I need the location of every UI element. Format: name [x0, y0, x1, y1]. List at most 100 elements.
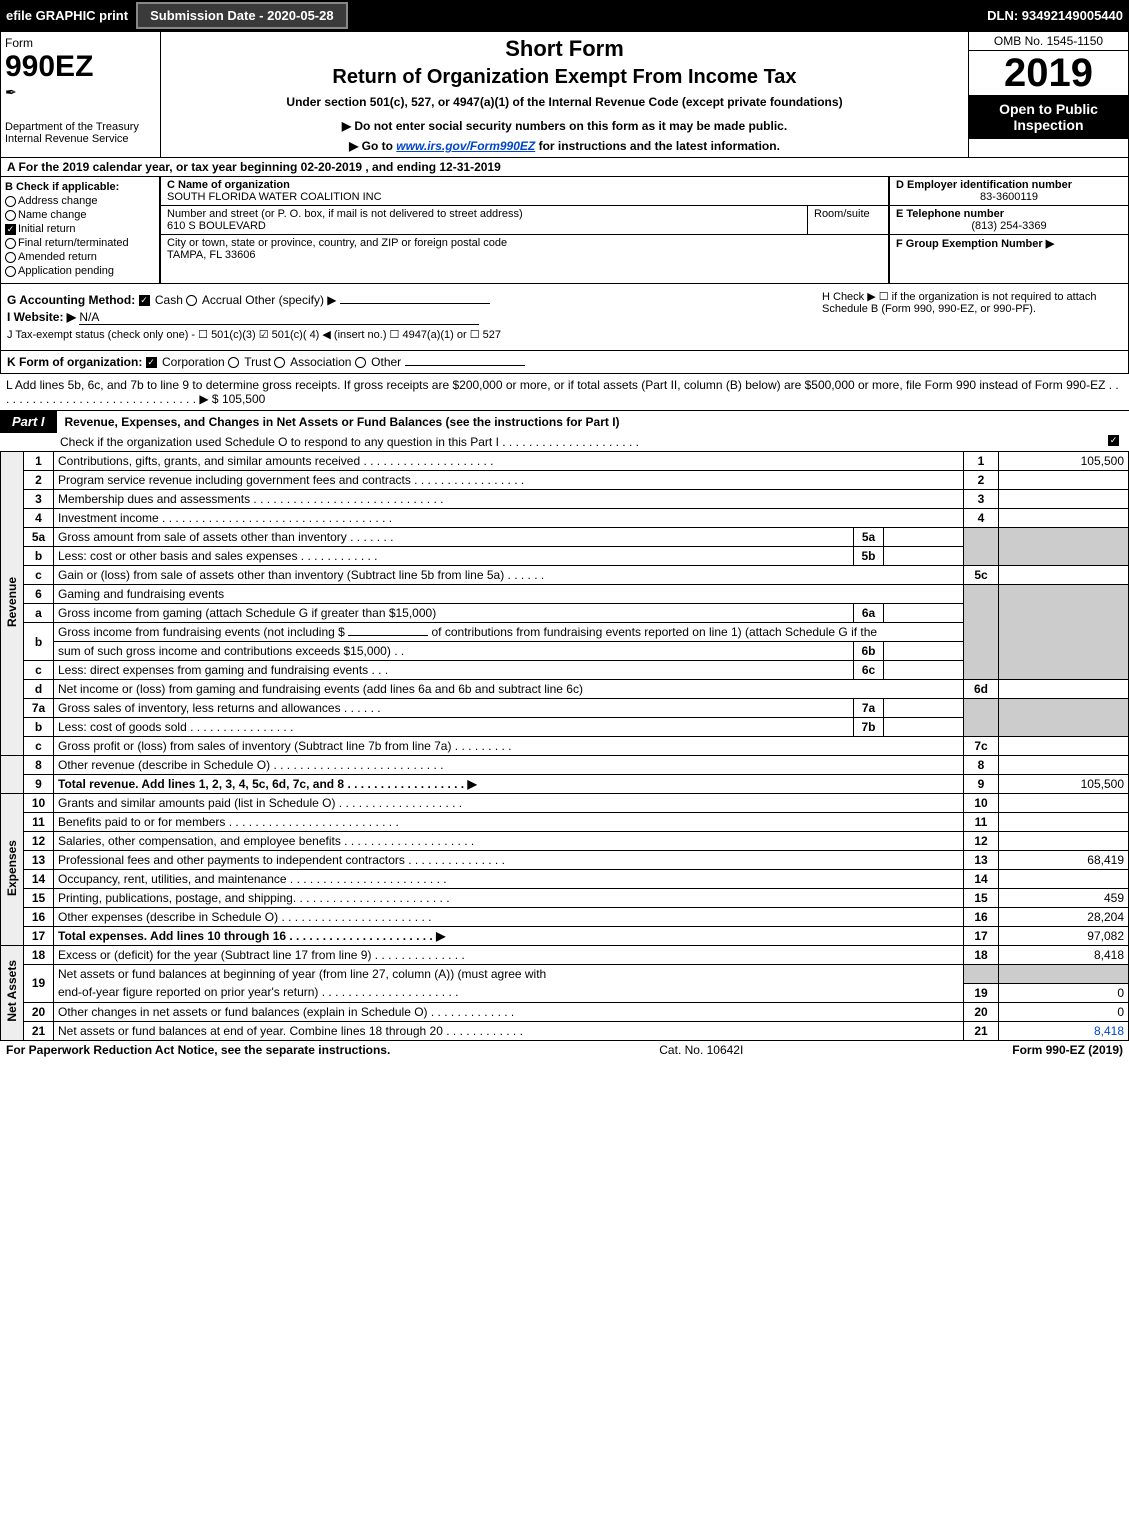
- return-title: Return of Organization Exempt From Incom…: [165, 66, 964, 89]
- cash-check[interactable]: ✓: [139, 295, 150, 306]
- ln15-val: 459: [999, 889, 1129, 908]
- c-name-block: C Name of organization SOUTH FLORIDA WAT…: [161, 177, 888, 206]
- ln6b-amount[interactable]: [348, 635, 428, 636]
- ln11-col: 11: [964, 813, 999, 832]
- chk-amended[interactable]: Amended return: [5, 251, 155, 263]
- ln9-num: 9: [24, 775, 54, 794]
- ln6b-desc2: sum of such gross income and contributio…: [54, 642, 854, 661]
- ln2-desc: Program service revenue including govern…: [54, 471, 964, 490]
- ln5b-num: b: [24, 547, 54, 566]
- schedule-o-check[interactable]: ✓: [1108, 435, 1119, 446]
- chk-app-pending[interactable]: Application pending: [5, 265, 155, 277]
- top-bar: efile GRAPHIC print Submission Date - 20…: [0, 0, 1129, 31]
- ln16-desc: Other expenses (describe in Schedule O) …: [54, 908, 964, 927]
- col-c: C Name of organization SOUTH FLORIDA WAT…: [161, 177, 888, 283]
- ln16-num: 16: [24, 908, 54, 927]
- ln6c-num: c: [24, 661, 54, 680]
- ln5b-sn: 5b: [854, 547, 884, 566]
- main-table: Revenue 1 Contributions, gifts, grants, …: [0, 451, 1129, 1041]
- ln6-desc: Gaming and fundraising events: [54, 585, 964, 604]
- ln10-col: 10: [964, 794, 999, 813]
- gray-6: [964, 585, 999, 680]
- i-label: I Website: ▶: [7, 310, 76, 324]
- k-trust[interactable]: [228, 357, 239, 368]
- ln18-desc: Excess or (deficit) for the year (Subtra…: [54, 946, 964, 965]
- k-other[interactable]: [355, 357, 366, 368]
- f-label: F Group Exemption Number ▶: [896, 238, 1054, 250]
- ln6d-desc: Net income or (loss) from gaming and fun…: [54, 680, 964, 699]
- k-corp[interactable]: ✓: [146, 357, 157, 368]
- ln14-num: 14: [24, 870, 54, 889]
- ln8-num: 8: [24, 756, 54, 775]
- ln6a-sv: [884, 604, 964, 623]
- ln19-num: 19: [24, 965, 54, 1003]
- ln21-val[interactable]: 8,418: [999, 1021, 1129, 1040]
- ln5c-col: 5c: [964, 566, 999, 585]
- ln2-col: 2: [964, 471, 999, 490]
- ln7b-sn: 7b: [854, 718, 884, 737]
- short-form-title: Short Form: [165, 36, 964, 62]
- ln17-col: 17: [964, 927, 999, 946]
- efile-icon: ✒: [5, 84, 156, 101]
- chk-final-return[interactable]: Final return/terminated: [5, 237, 155, 249]
- room-cell: Room/suite: [808, 206, 888, 234]
- other-input[interactable]: [340, 303, 490, 304]
- tax-year: 2019: [969, 51, 1128, 95]
- col-d: D Employer identification number 83-3600…: [888, 177, 1128, 283]
- ln6c-desc: Less: direct expenses from gaming and fu…: [54, 661, 854, 680]
- dln: DLN: 93492149005440: [987, 8, 1123, 23]
- e-tel-block: E Telephone number (813) 254-3369: [890, 206, 1128, 235]
- ln14-desc: Occupancy, rent, utilities, and maintena…: [54, 870, 964, 889]
- ln7a-desc: Gross sales of inventory, less returns a…: [54, 699, 854, 718]
- ln5c-val: [999, 566, 1129, 585]
- chk-initial-return[interactable]: ✓Initial return: [5, 223, 155, 235]
- irs-link[interactable]: www.irs.gov/Form990EZ: [396, 139, 535, 153]
- ln4-val: [999, 509, 1129, 528]
- ln7a-num: 7a: [24, 699, 54, 718]
- ln18-val: 8,418: [999, 946, 1129, 965]
- ln6c-sn: 6c: [854, 661, 884, 680]
- efile-label: efile GRAPHIC print: [6, 8, 128, 23]
- ln3-num: 3: [24, 490, 54, 509]
- ln17-desc: Total expenses. Add lines 10 through 16 …: [54, 927, 964, 946]
- k-assoc[interactable]: [274, 357, 285, 368]
- ln6b-num: b: [24, 623, 54, 661]
- ln20-num: 20: [24, 1002, 54, 1021]
- page-footer: For Paperwork Reduction Act Notice, see …: [0, 1041, 1129, 1059]
- ein: 83-3600119: [896, 191, 1122, 203]
- ln7c-num: c: [24, 737, 54, 756]
- ln4-desc: Investment income . . . . . . . . . . . …: [54, 509, 964, 528]
- d-label: D Employer identification number: [896, 179, 1122, 191]
- k-line: K Form of organization: ✓ Corporation Tr…: [0, 351, 1129, 374]
- g-label: G Accounting Method:: [7, 293, 135, 307]
- ln7b-desc: Less: cost of goods sold . . . . . . . .…: [54, 718, 854, 737]
- omb-number: OMB No. 1545-1150: [969, 32, 1128, 51]
- j-line: J Tax-exempt status (check only one) - ☐…: [7, 328, 822, 341]
- accrual-check[interactable]: [186, 295, 197, 306]
- submission-date: Submission Date - 2020-05-28: [136, 2, 348, 29]
- ln7a-sv: [884, 699, 964, 718]
- d-ein-block: D Employer identification number 83-3600…: [890, 177, 1128, 206]
- ln1-val: 105,500: [999, 452, 1129, 471]
- ln19-desc2: end-of-year figure reported on prior yea…: [54, 983, 964, 1002]
- ln7b-num: b: [24, 718, 54, 737]
- ln12-col: 12: [964, 832, 999, 851]
- ln6a-desc: Gross income from gaming (attach Schedul…: [54, 604, 854, 623]
- ln19-desc1: Net assets or fund balances at beginning…: [54, 965, 964, 984]
- part-i-num: Part I: [0, 410, 57, 433]
- g-line: G Accounting Method: ✓ Cash Accrual Othe…: [7, 293, 822, 307]
- ln19-val: 0: [999, 983, 1129, 1002]
- ln9-col: 9: [964, 775, 999, 794]
- ln18-col: 18: [964, 946, 999, 965]
- ln4-num: 4: [24, 509, 54, 528]
- k-other-input[interactable]: [405, 365, 525, 366]
- gray-5ab: [964, 528, 999, 566]
- e-label: E Telephone number: [896, 208, 1122, 220]
- ln10-desc: Grants and similar amounts paid (list in…: [54, 794, 964, 813]
- footer-mid: Cat. No. 10642I: [390, 1043, 1012, 1057]
- gh-left: G Accounting Method: ✓ Cash Accrual Othe…: [7, 290, 822, 344]
- chk-name-change[interactable]: Name change: [5, 209, 155, 221]
- row-a-tax-year: A For the 2019 calendar year, or tax yea…: [0, 158, 1129, 177]
- c-addr-block: Number and street (or P. O. box, if mail…: [161, 206, 888, 235]
- chk-address-change[interactable]: Address change: [5, 195, 155, 207]
